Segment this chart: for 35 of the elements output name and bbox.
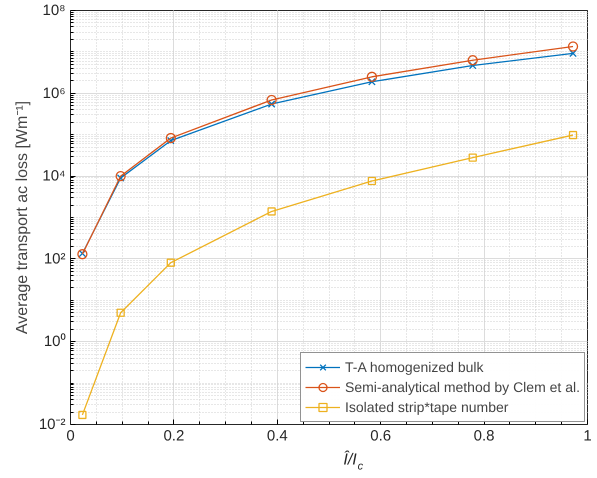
point [78,410,87,420]
x-tick-label: 0.8 [474,428,495,444]
x-tick-label: 0 [66,428,75,444]
point [116,308,125,317]
legend-label: Isolated strip*tape number [345,398,508,416]
x-tick-label: 1 [583,428,592,444]
point [116,174,124,182]
point [468,153,477,162]
point [166,258,175,267]
point [368,78,376,86]
y-tick-label: 10⁴ [42,168,66,185]
point [266,94,277,106]
point [368,176,376,186]
y-tick-label: 10⁸ [42,2,66,19]
legend-label: T-A homogenized bulk [345,358,484,376]
point [166,136,175,144]
point [267,207,276,216]
y-axis-title: Average transport ac loss [Wm⁻¹] [14,100,31,334]
x-tick-label: 0.4 [266,428,288,444]
point [268,100,276,108]
y-tick-label: 10⁶ [42,84,66,102]
point [568,130,578,140]
y-tick-label: 10² [44,250,66,268]
point [116,170,126,182]
legend-label: Semi-analytical method by Clem et al. [345,378,580,396]
point [468,55,478,66]
x-tick-label: 0.2 [163,428,184,444]
y-tick-label: 10⁻² [38,416,66,433]
point [468,62,477,70]
point [166,132,176,144]
y-tick-label: 10⁰ [44,333,66,350]
x-tick-label: 0.6 [370,428,392,444]
point [568,41,578,52]
point [569,50,577,58]
point [366,72,378,82]
